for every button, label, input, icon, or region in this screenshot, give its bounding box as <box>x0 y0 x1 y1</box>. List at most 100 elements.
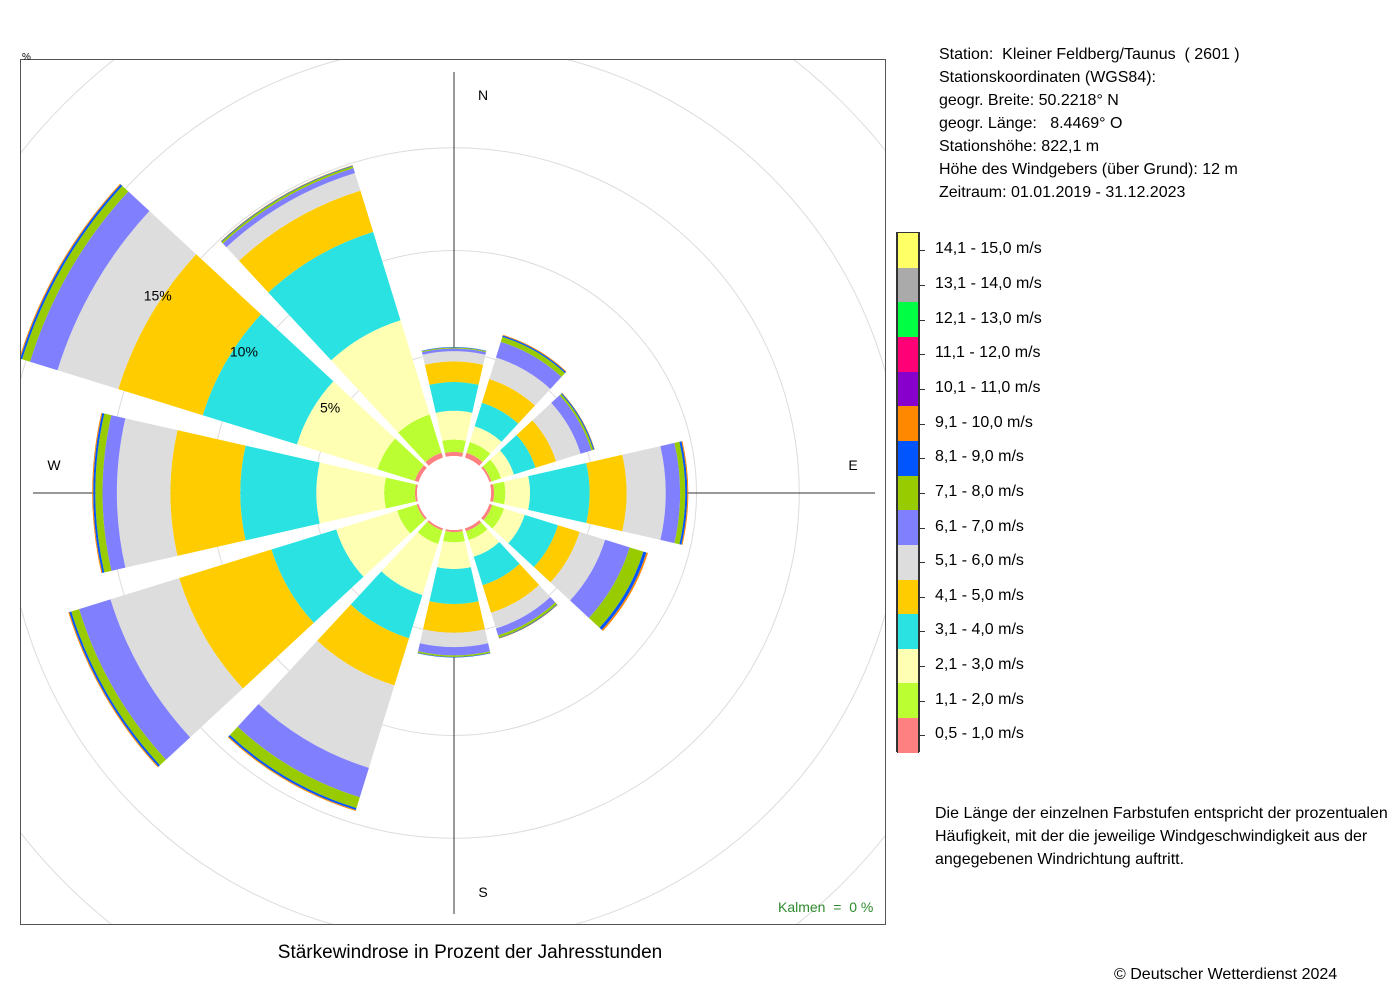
rose-segment <box>381 532 439 596</box>
rose-segment <box>490 484 495 502</box>
rose-segment <box>490 450 514 479</box>
rose-segment <box>418 643 490 656</box>
elevation-line: Stationshöhe: 822,1 m <box>939 138 1100 155</box>
coordinates-heading: Stationskoordinaten (WGS84): <box>939 69 1156 86</box>
rose-segment <box>170 430 246 556</box>
legend-swatch <box>897 233 919 269</box>
rose-segment <box>483 504 505 529</box>
legend-label: 9,1 - 10,0 m/s <box>935 413 1033 431</box>
rose-segment <box>179 549 314 689</box>
legend-swatch <box>897 440 919 477</box>
rose-segment <box>416 503 427 520</box>
legend-tick <box>919 458 925 460</box>
chart-title: Stärkewindrose in Prozent der Jahresstun… <box>277 942 663 963</box>
rose-segment <box>442 439 466 453</box>
note-line: Häufigkeit, mit der die jeweilige Windge… <box>935 828 1368 845</box>
rose-segment <box>504 476 531 510</box>
rose-segment <box>79 599 191 760</box>
rose-segment <box>226 173 361 261</box>
rose-segment <box>336 510 411 577</box>
rose-center <box>417 456 491 530</box>
rose-segment <box>586 454 627 532</box>
rose-segment <box>268 231 401 361</box>
rose-segment <box>500 336 566 377</box>
rose-segment <box>116 418 178 568</box>
legend-tick <box>919 735 925 737</box>
legend-swatch <box>897 267 919 303</box>
rose-segment <box>551 395 592 454</box>
rose-segment <box>464 520 482 532</box>
legend-label: 11,1 - 12,0 m/s <box>935 344 1041 362</box>
latitude-line: geogr. Breite: 50.2218° N <box>939 92 1119 109</box>
rose-segment <box>429 567 479 604</box>
legend-swatch <box>897 475 919 511</box>
legend-label: 10,1 - 11,0 m/s <box>935 378 1041 396</box>
rose-segment <box>22 185 129 362</box>
rose-segment <box>469 426 502 454</box>
rose-segment <box>417 651 491 657</box>
rose-segment <box>422 351 486 365</box>
legend-label: 12,1 - 13,0 m/s <box>935 309 1042 327</box>
rose-segment <box>674 441 686 545</box>
legend-tick <box>919 666 925 668</box>
legend-swatch <box>897 544 919 580</box>
rose-segment <box>559 393 594 451</box>
rose-segment <box>377 438 424 481</box>
rose-segment <box>499 435 536 475</box>
rose-segment <box>423 601 485 633</box>
rose-segment <box>110 578 243 738</box>
rose-segment <box>465 522 488 541</box>
rose-segment <box>532 402 581 462</box>
corner-percent-mark: % <box>22 52 31 63</box>
legend-label: 13,1 - 14,0 m/s <box>935 274 1042 292</box>
rose-segment <box>491 584 551 629</box>
rose-segment <box>443 531 465 543</box>
rose-segment <box>29 191 150 371</box>
legend-tick <box>919 527 925 529</box>
rose-segment <box>317 604 410 686</box>
rose-segment <box>118 254 261 416</box>
rose-segment <box>445 529 463 533</box>
period-line: Zeitraum: 01.01.2019 - 31.12.2023 <box>939 184 1186 201</box>
sensor-height-line: Höhe des Windgebers (über Grund): 12 m <box>939 161 1238 178</box>
rose-segment <box>271 529 364 623</box>
legend-label: 14,1 - 15,0 m/s <box>935 240 1042 258</box>
legend-swatch <box>897 614 919 650</box>
copyright: © Deutscher Wetterdienst 2024 <box>1114 966 1338 983</box>
rose-segment <box>489 357 551 406</box>
rose-segment <box>495 597 556 636</box>
rose-segment <box>296 381 396 470</box>
rose-segment <box>599 551 647 630</box>
rose-segment <box>481 503 493 521</box>
rose-segment <box>622 446 666 540</box>
direction-label: E <box>848 457 857 473</box>
legend-label: 6,1 - 7,0 m/s <box>935 517 1024 535</box>
legend-tick <box>919 492 925 494</box>
legend-tick <box>919 250 925 252</box>
calm-label: Kalmen = 0 % <box>778 899 874 915</box>
rose-segment <box>481 379 535 424</box>
rose-segment <box>482 459 502 482</box>
rose-segment <box>424 361 484 385</box>
rose-segment <box>102 415 126 571</box>
legend-tick <box>919 319 925 321</box>
legend-swatch <box>897 336 919 373</box>
legend-tick <box>919 562 925 564</box>
rose-segment <box>421 348 487 355</box>
legend-swatch <box>897 648 919 684</box>
rose-segment <box>437 541 471 570</box>
direction-label: W <box>47 457 61 473</box>
legend-tick <box>919 284 925 286</box>
legend-tick <box>919 631 925 633</box>
rose-segment <box>481 466 492 483</box>
note-line: Die Länge der einzelnen Farbstufen entsp… <box>935 805 1388 822</box>
legend-tick <box>919 354 925 356</box>
legend-label: 1,1 - 2,0 m/s <box>935 690 1024 708</box>
rose-segment <box>516 420 557 468</box>
legend-swatch <box>897 302 919 338</box>
rose-segment <box>681 441 689 545</box>
rose-segment <box>588 547 644 628</box>
rose-segment <box>493 481 506 505</box>
rose-segment <box>429 382 479 413</box>
rose-segment <box>464 452 483 466</box>
